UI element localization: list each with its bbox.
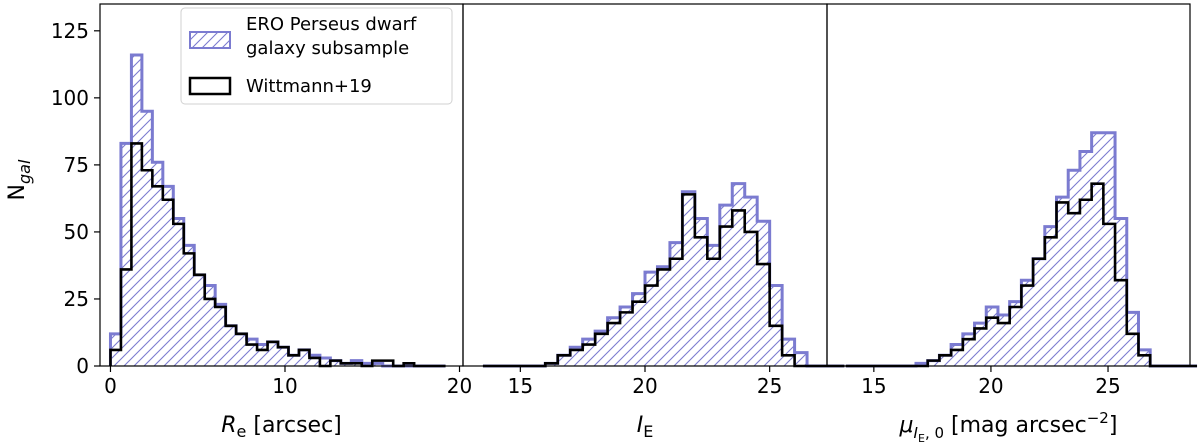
x-axis-label-IE: IE [637,413,654,441]
y-tick-label-50: 50 [64,220,89,244]
x-tick-label-mu-25: 25 [1095,374,1120,398]
legend-wittmann-swatch [188,76,232,96]
panel-Re: 0 10 20 0 25 50 75 100 125 Re [arcsec] [51,3,472,441]
y-tick-label-25: 25 [64,287,89,311]
legend-ero-swatch [189,31,231,49]
legend-ero-label-line2: galaxy subsample [246,38,409,59]
ero-hist-fill-Re [110,54,446,366]
panel-mu: 15 20 25 μIE, 0 [mag arcsec−2] [826,3,1198,443]
ero-hist-fill-mu [845,132,1198,366]
x-tick-label-Re-20: 20 [447,374,472,398]
ero-hist-fill-IE [482,183,845,366]
y-tick-label-0: 0 [76,354,89,378]
legend-wittmann-label: Wittmann+19 [246,76,372,97]
legend: ERO Perseus dwarf galaxy subsample Wittm… [180,7,453,105]
x-axis-label-mu: μIE, 0 [mag arcsec−2] [899,409,1118,443]
x-tick-label-IE-15: 15 [508,374,533,398]
y-tick-label-125: 125 [51,19,89,43]
y-tick-label-75: 75 [64,153,89,177]
y-axis-label: Ngal [5,159,34,200]
x-tick-label-mu-20: 20 [978,374,1003,398]
x-tick-label-IE-25: 25 [757,374,782,398]
y-tick-label-100: 100 [51,86,89,110]
wittmann-hist-mu [845,182,1198,368]
panel-frame-mu [826,3,1191,367]
x-tick-label-Re-0: 0 [104,374,117,398]
legend-ero-label-line1: ERO Perseus dwarf [246,14,417,35]
x-axis-label-Re: Re [arcsec] [221,413,342,441]
x-tick-label-mu-15: 15 [861,374,886,398]
wittmann-hist-IE [482,193,845,368]
x-tick-label-IE-20: 20 [632,374,657,398]
legend-frame [180,7,453,105]
wittmann-hist-Re [109,142,446,368]
x-tick-label-Re-10: 10 [272,374,297,398]
panel-IE: 15 20 25 IE [462,3,845,441]
